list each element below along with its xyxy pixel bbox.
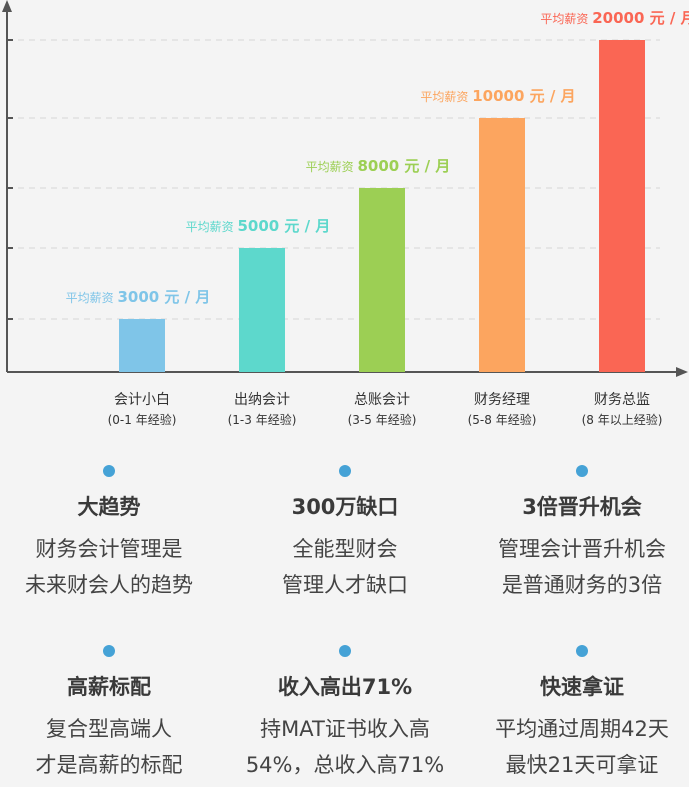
feature-desc-line: 未来财会人的趋势: [25, 573, 193, 597]
bar: [119, 319, 165, 372]
x-tick-sublabel: (1-3 年经验): [228, 412, 297, 427]
bullet-dot-icon: [576, 645, 588, 657]
feature-desc-line: 才是高薪的标配: [35, 753, 183, 777]
bullet-dot-icon: [339, 465, 351, 477]
feature-grid: 大趋势 财务会计管理是 未来财会人的趋势 300万缺口 全能型财会 管理人才缺口…: [0, 455, 689, 787]
feature-desc-line: 平均通过周期42天: [495, 717, 669, 741]
x-axis-arrow-icon: [676, 367, 688, 377]
feature-desc-line: 54%，总收入高71%: [245, 753, 445, 777]
feature-desc-line: 管理会计晋升机会: [498, 537, 666, 561]
x-tick-label: 总账会计: [354, 392, 410, 408]
bar: [239, 248, 285, 372]
x-tick-label: 会计小白: [114, 392, 170, 408]
x-tick-sublabel: (8 年以上经验): [582, 412, 663, 427]
bar-value-label: 平均薪资 3000 元 / 月: [66, 288, 211, 306]
x-tick-sublabel: (5-8 年经验): [468, 412, 537, 427]
x-tick-sublabel: (0-1 年经验): [108, 412, 177, 427]
feature-desc-line: 财务会计管理是: [35, 537, 183, 561]
feature-promotion: 3倍晋升机会 管理会计晋升机会 是普通财务的3倍: [467, 465, 689, 603]
feature-gap: 300万缺口 全能型财会 管理人才缺口: [230, 465, 460, 603]
bullet-dot-icon: [339, 645, 351, 657]
feature-title: 300万缺口: [291, 495, 399, 519]
bar: [599, 40, 645, 372]
feature-title: 高薪标配: [67, 675, 151, 699]
feature-desc-line: 持MAT证书收入高: [260, 717, 430, 741]
bar: [479, 118, 525, 372]
feature-desc-line: 管理人才缺口: [282, 573, 408, 597]
bullet-dot-icon: [103, 645, 115, 657]
feature-title: 3倍晋升机会: [522, 495, 642, 519]
bar-value-label: 平均薪资 10000 元 / 月: [420, 87, 575, 105]
feature-fast-cert: 快速拿证 平均通过周期42天 最快21天可拿证: [467, 645, 689, 783]
bar-value-label: 平均薪资 8000 元 / 月: [306, 157, 451, 175]
x-tick-label: 出纳会计: [234, 392, 290, 408]
bullet-dot-icon: [576, 465, 588, 477]
x-tick-sublabel: (3-5 年经验): [348, 412, 417, 427]
feature-title: 快速拿证: [540, 675, 624, 699]
feature-desc-line: 全能型财会: [292, 537, 398, 561]
feature-high-salary: 高薪标配 复合型高端人 才是高薪的标配: [0, 645, 224, 783]
feature-title: 大趋势: [77, 495, 141, 519]
x-tick-label: 财务经理: [474, 392, 530, 408]
feature-desc-line: 复合型高端人: [46, 717, 172, 741]
feature-title: 收入高出71%: [277, 675, 413, 699]
feature-desc-line: 最快21天可拿证: [505, 753, 659, 777]
feature-trend: 大趋势 财务会计管理是 未来财会人的趋势: [0, 465, 224, 603]
feature-income: 收入高出71% 持MAT证书收入高 54%，总收入高71%: [230, 645, 460, 783]
bar: [359, 188, 405, 372]
bullet-dot-icon: [103, 465, 115, 477]
bar-value-label: 平均薪资 20000 元 / 月: [540, 9, 689, 27]
feature-desc-line: 是普通财务的3倍: [501, 573, 663, 597]
y-axis-arrow-icon: [2, 0, 12, 12]
bar-value-label: 平均薪资 5000 元 / 月: [186, 217, 331, 235]
x-tick-label: 财务总监: [594, 392, 650, 408]
